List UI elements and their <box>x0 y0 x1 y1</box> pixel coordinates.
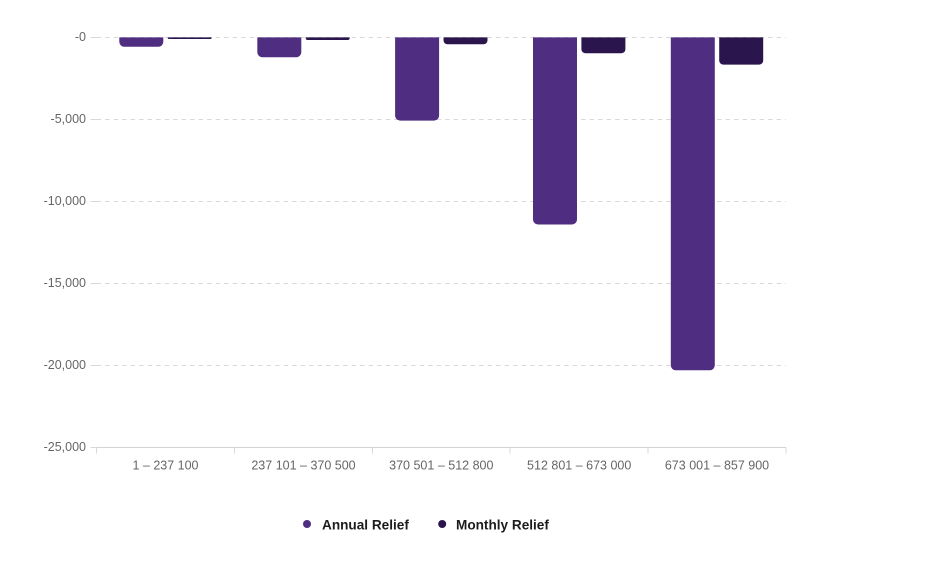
svg-text:1 – 237 100: 1 – 237 100 <box>132 459 198 473</box>
svg-text:673 001 – 857 900: 673 001 – 857 900 <box>665 459 769 473</box>
svg-text:-0: -0 <box>75 30 86 44</box>
svg-text:-5,000: -5,000 <box>51 112 86 126</box>
svg-text:512 801 – 673 000: 512 801 – 673 000 <box>527 459 631 473</box>
svg-text:Annual Relief: Annual Relief <box>322 517 409 532</box>
svg-text:-25,000: -25,000 <box>44 440 86 454</box>
svg-text:-10,000: -10,000 <box>44 194 86 208</box>
svg-text:237 101 – 370 500: 237 101 – 370 500 <box>251 459 355 473</box>
svg-text:-15,000: -15,000 <box>44 276 86 290</box>
svg-text:-20,000: -20,000 <box>44 358 86 372</box>
svg-text:Monthly Relief: Monthly Relief <box>456 517 549 532</box>
svg-text:370 501 – 512 800: 370 501 – 512 800 <box>389 459 493 473</box>
